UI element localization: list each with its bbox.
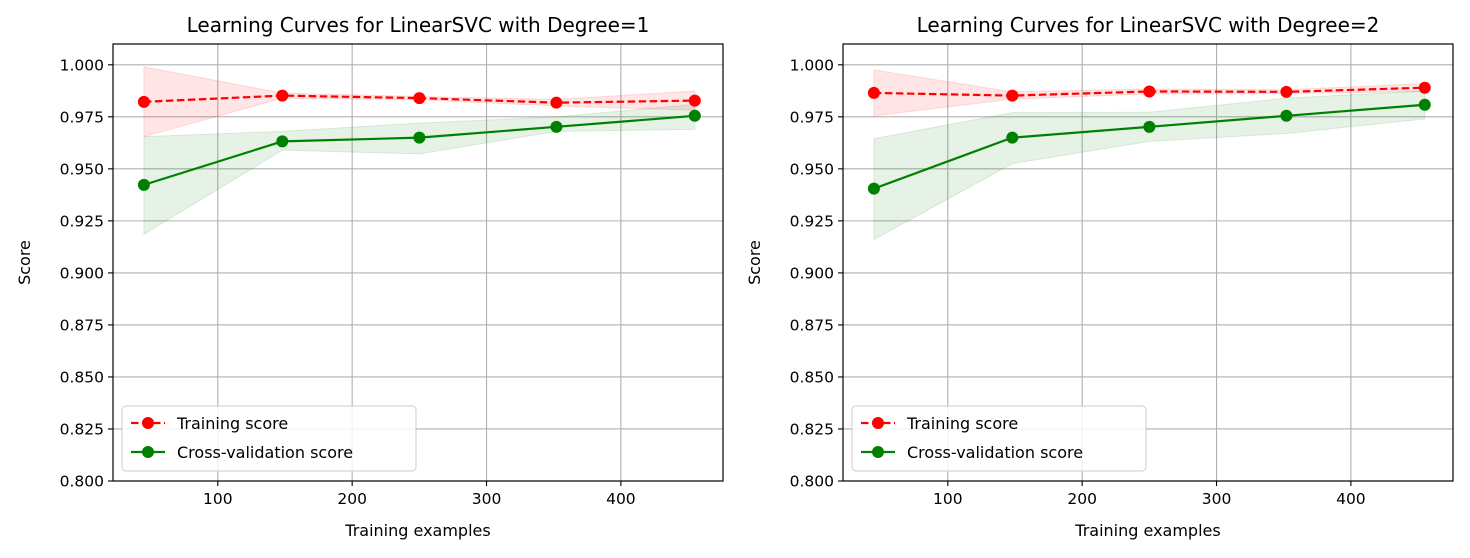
data-point xyxy=(1143,85,1156,98)
data-point xyxy=(1418,81,1431,94)
x-tick-label: 100 xyxy=(933,490,963,508)
x-tick-label: 200 xyxy=(1067,490,1097,508)
legend-box xyxy=(121,405,417,472)
x-tick-label: 400 xyxy=(606,490,636,508)
data-point xyxy=(688,109,701,122)
y-axis-label: Score xyxy=(15,240,34,285)
data-point xyxy=(1280,85,1293,98)
y-tick-label: 0.950 xyxy=(790,160,834,178)
chart-panel-2: 100 200 300 400 0.800 0.825 0.850 0.875 0.900 0.9… xyxy=(745,13,1454,540)
data-point xyxy=(550,96,563,109)
x-tick-label: 300 xyxy=(1202,490,1232,508)
x-tick-label: 100 xyxy=(203,490,233,508)
legend-label: Cross-validation score xyxy=(907,443,1083,462)
data-point xyxy=(137,95,150,108)
legend: Training score Cross-validation score xyxy=(851,405,1147,472)
y-axis-label: Score xyxy=(745,240,764,285)
legend-label: Training score xyxy=(906,414,1018,433)
data-point xyxy=(413,92,426,105)
legend-marker xyxy=(142,417,154,429)
y-tick-label: 0.825 xyxy=(790,420,834,438)
legend-marker xyxy=(872,446,884,458)
y-tick-label: 0.950 xyxy=(60,160,104,178)
data-point xyxy=(413,131,426,144)
axes-frame xyxy=(112,43,724,482)
y-tick-label: 0.800 xyxy=(60,473,104,491)
data-point xyxy=(867,86,880,99)
y-tick-label: 0.800 xyxy=(790,473,834,491)
chart-title: Learning Curves for LinearSVC with Degre… xyxy=(917,13,1380,37)
y-tick-label: 0.875 xyxy=(60,316,104,334)
legend: Training score Cross-validation score xyxy=(121,405,417,472)
legend-box xyxy=(851,405,1147,472)
data-point xyxy=(688,94,701,107)
confidence-band-2 xyxy=(873,90,1426,241)
x-axis-label: Training examples xyxy=(344,521,490,540)
y-tick-label: 0.925 xyxy=(790,212,834,230)
x-axis-label: Training examples xyxy=(1074,521,1220,540)
x-tick-label: 300 xyxy=(472,490,502,508)
y-tick-label: 0.925 xyxy=(60,212,104,230)
data-point xyxy=(550,120,563,133)
y-tick-label: 1.000 xyxy=(60,56,104,74)
data-point xyxy=(1143,120,1156,133)
chart-panel-1: 100 200 300 400 0.800 0.825 0.850 0.875 0.900 0.9… xyxy=(15,13,724,540)
y-tick-label: 0.900 xyxy=(790,264,834,282)
y-tick-label: 0.900 xyxy=(60,264,104,282)
axes-frame xyxy=(842,43,1454,482)
x-tick-label: 400 xyxy=(1336,490,1366,508)
data-point xyxy=(1418,98,1431,111)
y-tick-label: 0.875 xyxy=(790,316,834,334)
y-tick-label: 0.850 xyxy=(790,368,834,386)
legend-marker xyxy=(872,417,884,429)
y-tick-label: 1.000 xyxy=(790,56,834,74)
data-point xyxy=(867,182,880,195)
data-point xyxy=(276,135,289,148)
legend-marker xyxy=(142,446,154,458)
legend-label: Training score xyxy=(176,414,288,433)
y-tick-label: 0.975 xyxy=(790,108,834,126)
chart-title: Learning Curves for LinearSVC with Degre… xyxy=(187,13,650,37)
legend-label: Cross-validation score xyxy=(177,443,353,462)
data-point xyxy=(137,178,150,191)
y-tick-label: 0.825 xyxy=(60,420,104,438)
y-tick-label: 0.975 xyxy=(60,108,104,126)
data-point xyxy=(276,89,289,102)
data-point xyxy=(1006,131,1019,144)
data-point xyxy=(1006,89,1019,102)
y-tick-label: 0.850 xyxy=(60,368,104,386)
data-point xyxy=(1280,109,1293,122)
x-tick-label: 200 xyxy=(337,490,367,508)
